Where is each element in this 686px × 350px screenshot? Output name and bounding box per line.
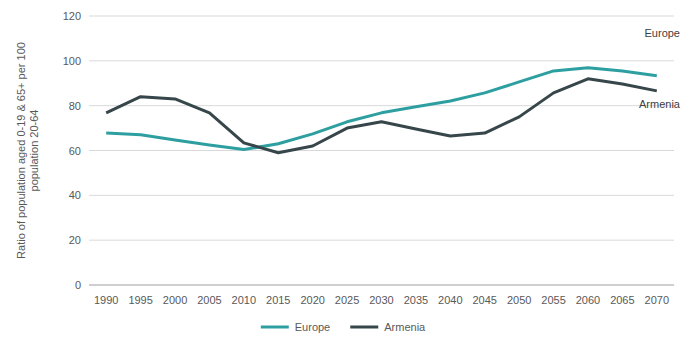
x-tick-label: 2070 xyxy=(645,294,669,306)
y-tick-label: 0 xyxy=(75,279,81,291)
y-tick-label: 100 xyxy=(63,55,81,67)
x-tick-label: 2005 xyxy=(197,294,221,306)
end-label: Europe xyxy=(645,27,680,39)
line-series xyxy=(106,79,657,153)
end-label: Armenia xyxy=(639,98,681,110)
y-axis-label: Ratio of population aged 0-19 & 65+ per … xyxy=(15,42,40,259)
x-tick-label: 2015 xyxy=(266,294,290,306)
x-tick-label: 2040 xyxy=(438,294,462,306)
x-axis-line xyxy=(89,285,674,286)
grid-line xyxy=(89,150,674,151)
x-tick-label: 1995 xyxy=(128,294,152,306)
x-tick-label: 2025 xyxy=(335,294,359,306)
lines xyxy=(106,68,657,153)
x-tick-label: 2050 xyxy=(507,294,531,306)
x-tick-label: 2045 xyxy=(472,294,496,306)
legend-swatch xyxy=(261,326,289,329)
grid-line xyxy=(89,60,674,61)
legend: Europe Armenia xyxy=(261,321,426,333)
legend-label: Europe xyxy=(295,321,330,333)
x-tick-label: 1990 xyxy=(94,294,118,306)
y-tick-label: 20 xyxy=(69,234,81,246)
x-tick-label: 2065 xyxy=(610,294,634,306)
y-tick-label: 60 xyxy=(69,145,81,157)
x-tick-label: 2030 xyxy=(369,294,393,306)
x-tick-label: 2010 xyxy=(232,294,256,306)
legend-label: Armenia xyxy=(384,321,426,333)
legend-swatch xyxy=(350,326,378,329)
y-tick-label: 80 xyxy=(69,100,81,112)
grid-line xyxy=(89,16,674,17)
x-tick-label: 2000 xyxy=(163,294,187,306)
grid-line xyxy=(89,105,674,106)
x-tick-label: 2020 xyxy=(300,294,324,306)
grid-line xyxy=(89,240,674,241)
chart: 0204060801001201990199520002005201020152… xyxy=(0,0,686,350)
grid-line xyxy=(89,195,674,196)
y-tick-label: 120 xyxy=(63,10,81,22)
y-tick-label: 40 xyxy=(69,189,81,201)
x-tick-label: 2060 xyxy=(576,294,600,306)
x-tick-label: 2055 xyxy=(541,294,565,306)
line-series xyxy=(106,68,657,150)
grid xyxy=(89,16,674,285)
x-tick-label: 2035 xyxy=(404,294,428,306)
x-axis xyxy=(89,285,674,286)
